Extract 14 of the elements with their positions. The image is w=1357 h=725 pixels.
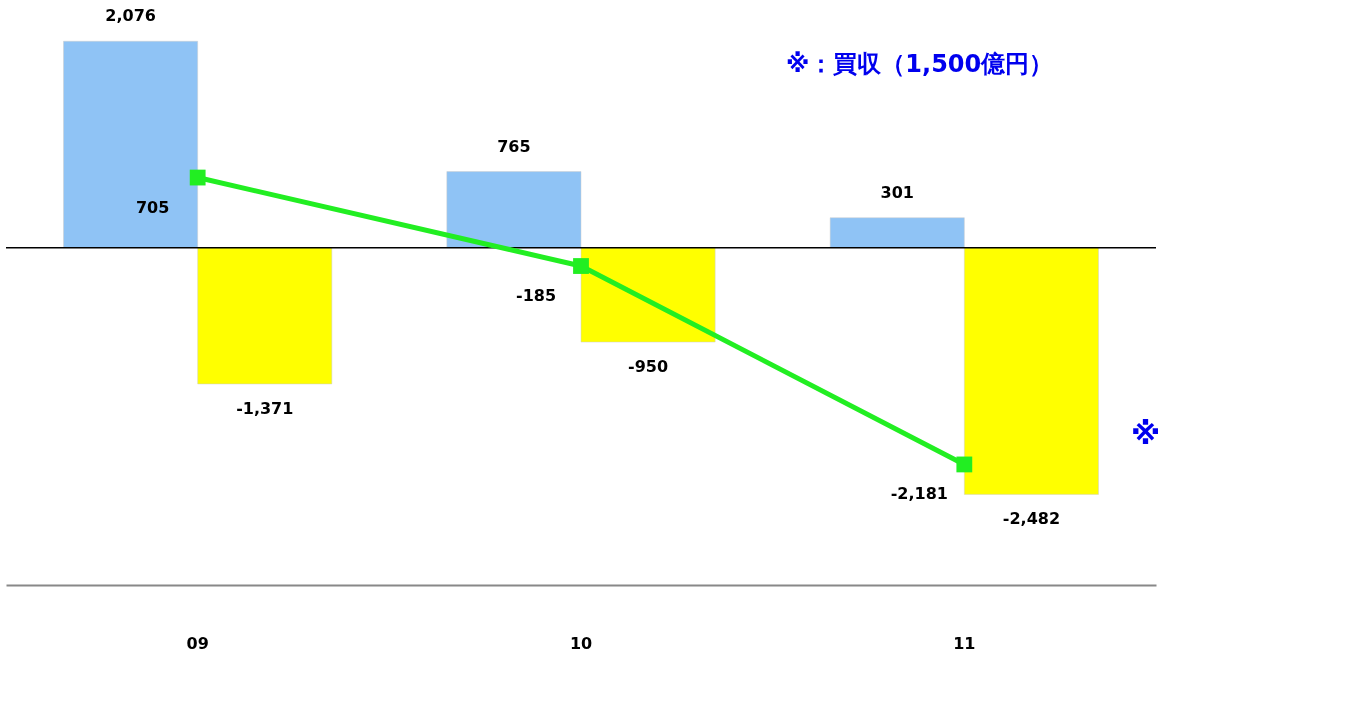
data-label: -950 [628,357,669,377]
data-label: -1,371 [236,398,294,418]
data-label: 765 [497,136,531,156]
x-tick-label: 10 [569,633,593,653]
data-label: 2,076 [105,6,156,26]
data-label: -2,482 [1002,509,1061,529]
data-label: -2,181 [890,484,948,504]
data-label: -185 [515,286,557,306]
x-tick-label: 09 [186,633,209,653]
x-tick-label: 11 [953,633,976,653]
annotation: ※：買収（1,500億円） [786,50,1054,78]
data-label: 705 [135,197,170,217]
data-label: 301 [880,182,914,202]
annotation: ※ [1131,416,1161,451]
